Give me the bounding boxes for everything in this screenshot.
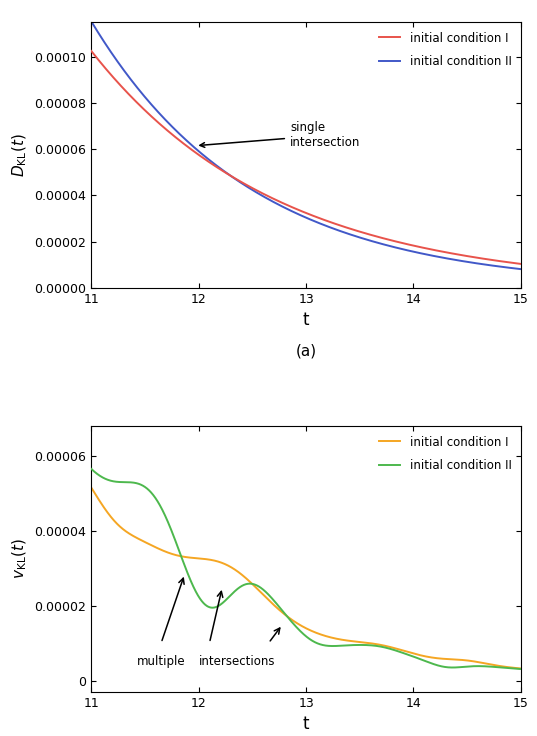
- Text: intersections: intersections: [199, 655, 275, 668]
- Y-axis label: $D_{\rm KL}(t)$: $D_{\rm KL}(t)$: [11, 133, 29, 177]
- X-axis label: t: t: [303, 715, 309, 733]
- Legend: initial condition I, initial condition II: initial condition I, initial condition I…: [375, 432, 515, 475]
- Text: (a): (a): [295, 344, 317, 358]
- Text: single
intersection: single intersection: [200, 121, 360, 149]
- Text: multiple: multiple: [136, 655, 185, 668]
- X-axis label: t: t: [303, 311, 309, 329]
- Y-axis label: $v_{\rm KL}(t)$: $v_{\rm KL}(t)$: [11, 539, 29, 579]
- Legend: initial condition I, initial condition II: initial condition I, initial condition I…: [375, 28, 515, 71]
